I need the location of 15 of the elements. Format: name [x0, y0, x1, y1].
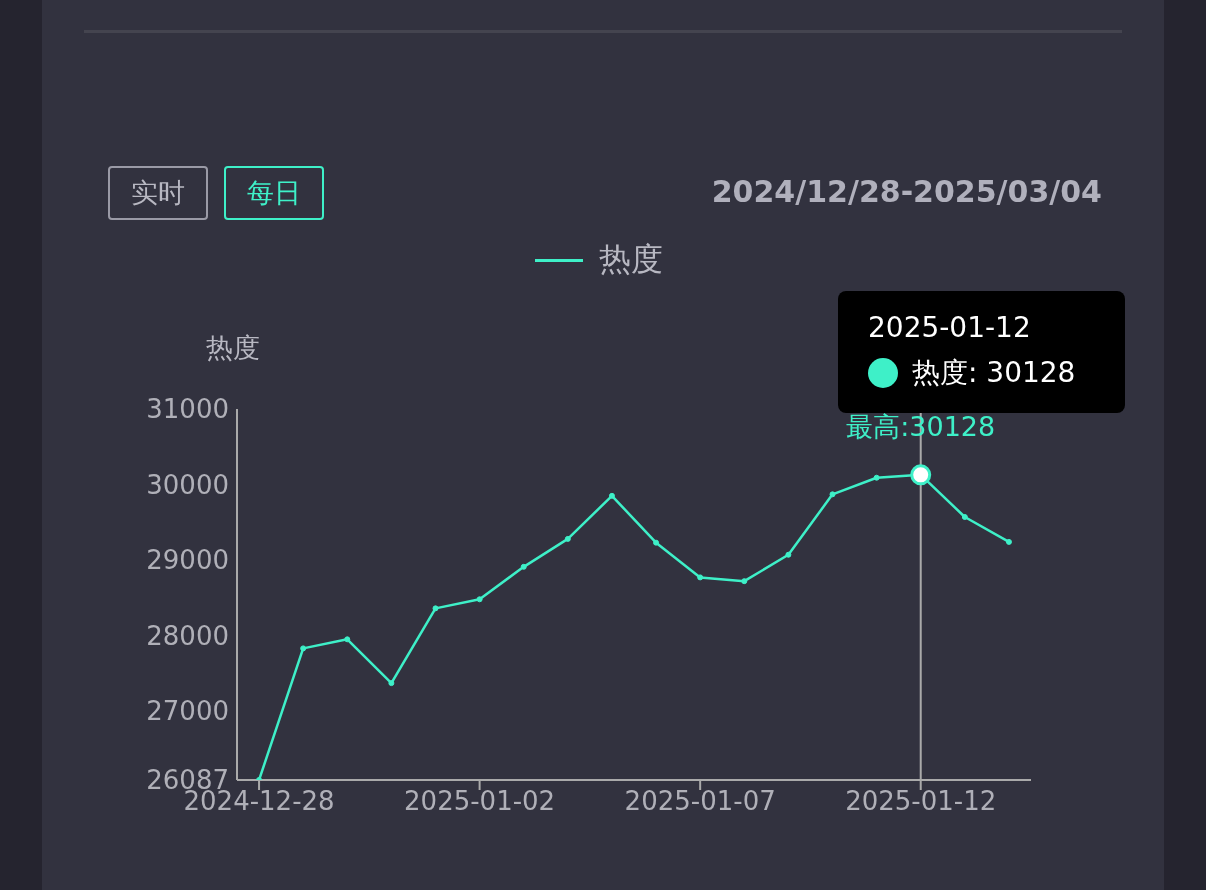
x-tick-label: 2025-01-02 — [404, 786, 556, 817]
y-tick-label: 29000 — [146, 545, 229, 576]
y-tick-label: 27000 — [146, 696, 229, 727]
x-tick-label: 2025-01-07 — [624, 786, 776, 817]
y-tick-label: 31000 — [146, 394, 229, 425]
y-tick-label: 30000 — [146, 469, 229, 500]
text: 每日 — [224, 166, 324, 220]
text: 实时 — [108, 166, 208, 220]
x-tick-label: 2025-01-12 — [845, 786, 997, 817]
text: 2024/12/28-2025/03/04 — [711, 174, 1102, 209]
legend-label: 热度 — [599, 239, 663, 280]
text: 热度: 30128 — [912, 355, 1076, 391]
y-tick-label: 28000 — [146, 620, 229, 651]
text: 2025-01-12 — [868, 311, 1032, 344]
y-axis-title: 热度 — [206, 331, 260, 365]
